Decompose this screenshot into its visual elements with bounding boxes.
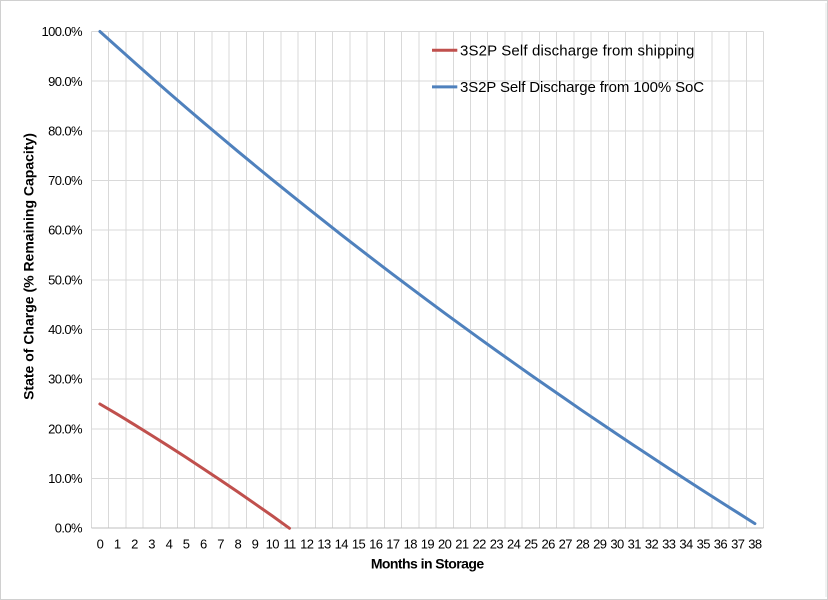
svg-text:36: 36 [714, 537, 728, 552]
svg-text:6: 6 [200, 537, 207, 552]
svg-text:100.0%: 100.0% [42, 24, 84, 39]
svg-text:37: 37 [731, 537, 745, 552]
svg-text:18: 18 [404, 537, 418, 552]
svg-text:12: 12 [300, 537, 314, 552]
svg-text:28: 28 [576, 537, 590, 552]
svg-text:7: 7 [217, 537, 224, 552]
svg-text:2: 2 [131, 537, 138, 552]
svg-text:32: 32 [645, 537, 659, 552]
svg-text:31: 31 [628, 537, 642, 552]
svg-text:20.0%: 20.0% [48, 421, 83, 436]
svg-text:38: 38 [748, 537, 762, 552]
svg-text:3S2P Self Discharge from 100%: 3S2P Self Discharge from 100% SoC [460, 79, 704, 96]
svg-text:34: 34 [679, 537, 693, 552]
svg-text:1: 1 [114, 537, 121, 552]
svg-text:40.0%: 40.0% [48, 322, 83, 337]
svg-text:29: 29 [593, 537, 607, 552]
svg-text:19: 19 [421, 537, 435, 552]
svg-text:5: 5 [183, 537, 190, 552]
svg-text:14: 14 [335, 537, 349, 552]
svg-text:24: 24 [507, 537, 521, 552]
svg-text:10: 10 [266, 537, 280, 552]
svg-text:23: 23 [490, 537, 504, 552]
svg-text:30: 30 [610, 537, 624, 552]
svg-text:60.0%: 60.0% [48, 223, 83, 238]
svg-text:15: 15 [352, 537, 366, 552]
svg-text:16: 16 [369, 537, 383, 552]
svg-text:Months in Storage: Months in Storage [371, 556, 485, 572]
svg-text:50.0%: 50.0% [48, 272, 83, 287]
svg-text:13: 13 [317, 537, 331, 552]
svg-text:30.0%: 30.0% [48, 372, 83, 387]
svg-text:26: 26 [541, 537, 555, 552]
svg-text:10.0%: 10.0% [48, 471, 83, 486]
svg-text:21: 21 [455, 537, 469, 552]
svg-text:17: 17 [386, 537, 400, 552]
svg-text:11: 11 [283, 537, 296, 552]
svg-text:20: 20 [438, 537, 452, 552]
svg-text:22: 22 [472, 537, 486, 552]
svg-text:3: 3 [148, 537, 155, 552]
svg-text:70.0%: 70.0% [48, 173, 83, 188]
svg-text:0: 0 [97, 537, 104, 552]
svg-text:90.0%: 90.0% [48, 74, 83, 89]
svg-text:0.0%: 0.0% [55, 521, 83, 536]
svg-text:27: 27 [559, 537, 573, 552]
svg-text:8: 8 [234, 537, 241, 552]
svg-text:State of Charge (% Remaining C: State of Charge (% Remaining Capacity) [21, 133, 37, 400]
svg-text:80.0%: 80.0% [48, 123, 83, 138]
svg-text:9: 9 [252, 537, 259, 552]
svg-text:25: 25 [524, 537, 538, 552]
svg-text:3S2P Self discharge from shipp: 3S2P Self discharge from shipping [460, 42, 694, 59]
svg-text:33: 33 [662, 537, 676, 552]
svg-text:4: 4 [166, 537, 173, 552]
svg-text:35: 35 [697, 537, 711, 552]
